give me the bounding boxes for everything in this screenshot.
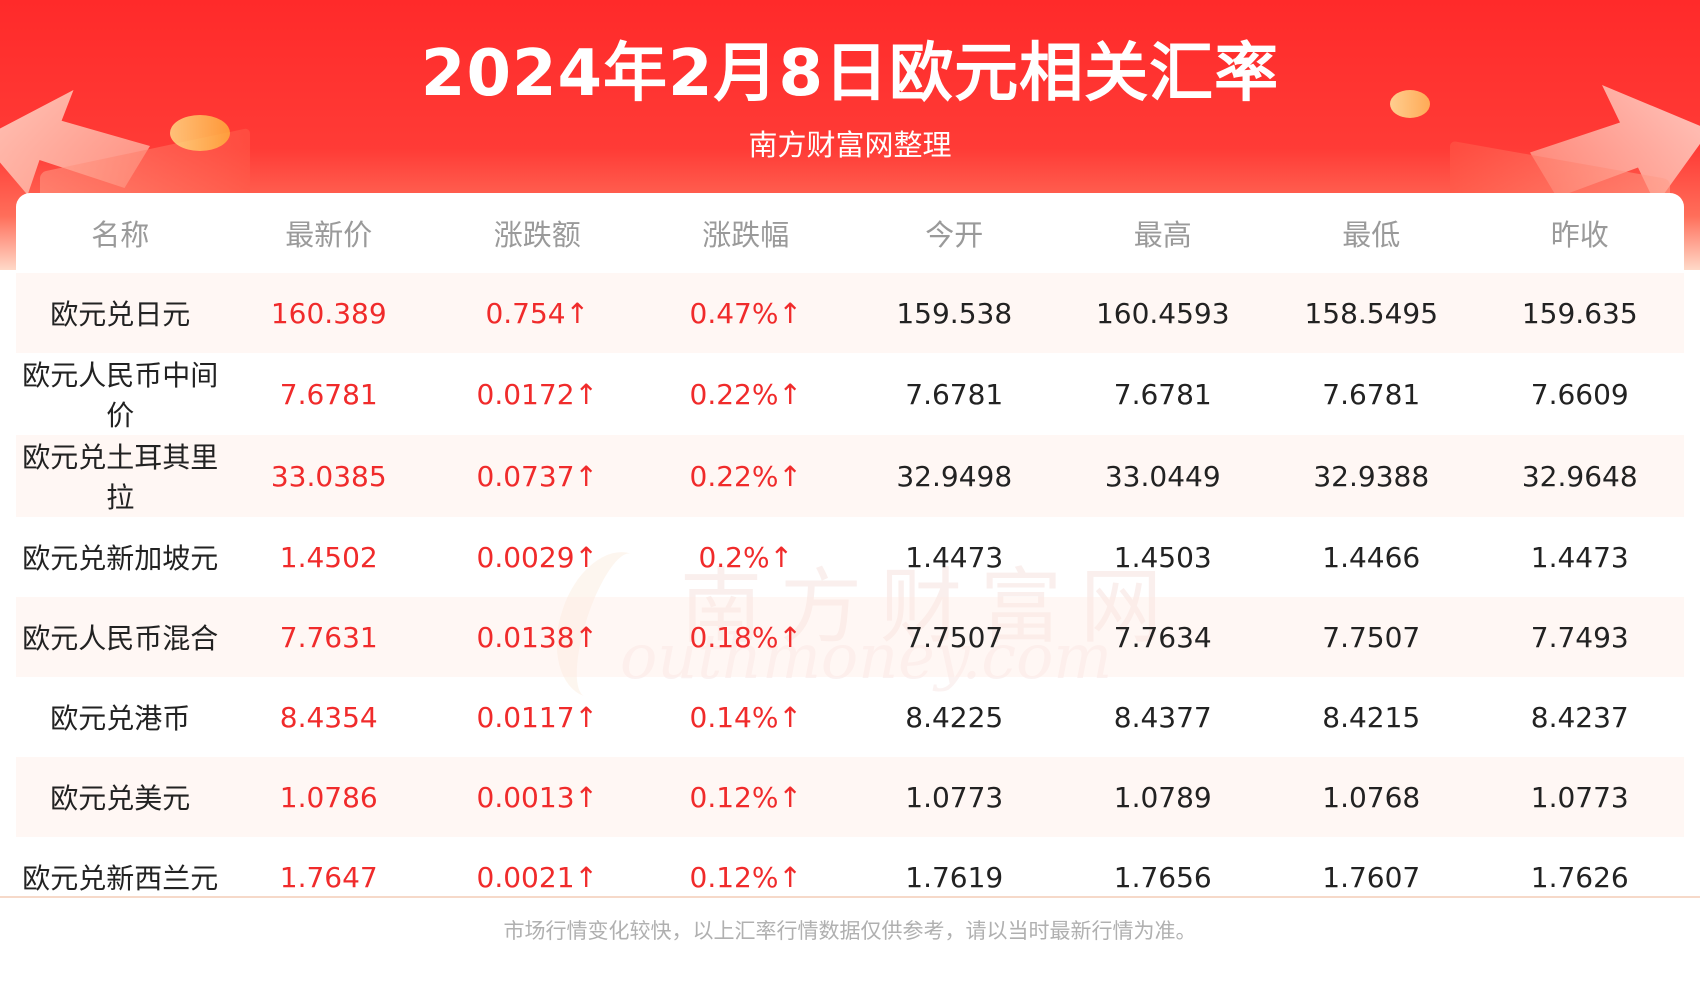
table-row: 欧元兑新加坡元 1.4502 0.0029↑ 0.2%↑ 1.4473 1.45… <box>16 517 1684 597</box>
cell-high: 8.4377 <box>1058 677 1267 757</box>
cell-high: 1.0789 <box>1058 757 1267 837</box>
table-row: 欧元兑新西兰元 1.7647 0.0021↑ 0.12%↑ 1.7619 1.7… <box>16 837 1684 917</box>
disclaimer-text: 市场行情变化较快，以上汇率行情数据仅供参考，请以当时最新行情为准。 <box>503 919 1197 943</box>
footer-divider <box>0 896 1700 898</box>
column-header-low: 最低 <box>1342 218 1401 252</box>
cell-latest: 160.389 <box>224 273 433 353</box>
cell-prev-close: 1.7626 <box>1475 837 1684 917</box>
cell-change-pct: 0.14%↑ <box>641 677 850 757</box>
cell-prev-close: 159.635 <box>1475 273 1684 353</box>
cell-prev-close: 7.6609 <box>1475 353 1684 435</box>
cell-name: 欧元人民币中间价 <box>16 353 225 435</box>
cell-change: 0.0021↑ <box>433 837 642 917</box>
column-header-change: 涨跌额 <box>493 218 581 252</box>
column-header-prev-close: 昨收 <box>1550 218 1609 252</box>
cell-low: 1.0768 <box>1267 757 1476 837</box>
cell-prev-close: 8.4237 <box>1475 677 1684 757</box>
cell-prev-close: 32.9648 <box>1475 435 1684 517</box>
cell-prev-close: 1.0773 <box>1475 757 1684 837</box>
page-title: 2024年2月8日欧元相关汇率 <box>420 37 1280 111</box>
column-header-change-pct: 涨跌幅 <box>702 218 790 252</box>
cell-name: 欧元兑新加坡元 <box>16 517 225 597</box>
page-subtitle: 南方财富网整理 <box>748 128 952 162</box>
column-header-name: 名称 <box>91 218 150 252</box>
cell-prev-close: 1.4473 <box>1475 517 1684 597</box>
cell-change: 0.754↑ <box>433 273 642 353</box>
table-row: 欧元兑日元 160.389 0.754↑ 0.47%↑ 159.538 160.… <box>16 273 1684 353</box>
cell-high: 1.7656 <box>1058 837 1267 917</box>
cell-low: 7.6781 <box>1267 353 1476 435</box>
cell-latest: 33.0385 <box>224 435 433 517</box>
cell-name: 欧元兑新西兰元 <box>16 837 225 917</box>
cell-change-pct: 0.12%↑ <box>641 837 850 917</box>
cell-open: 159.538 <box>850 273 1059 353</box>
cell-change-pct: 0.18%↑ <box>641 597 850 677</box>
table-row: 欧元兑美元 1.0786 0.0013↑ 0.12%↑ 1.0773 1.078… <box>16 757 1684 837</box>
coin-decoration-icon <box>1390 90 1430 118</box>
cell-latest: 1.7647 <box>224 837 433 917</box>
cell-latest: 1.0786 <box>224 757 433 837</box>
cell-open: 1.0773 <box>850 757 1059 837</box>
cell-latest: 7.6781 <box>224 353 433 435</box>
cell-low: 7.7507 <box>1267 597 1476 677</box>
cell-change: 0.0117↑ <box>433 677 642 757</box>
cell-change-pct: 0.12%↑ <box>641 757 850 837</box>
cell-latest: 7.7631 <box>224 597 433 677</box>
cell-prev-close: 7.7493 <box>1475 597 1684 677</box>
cell-latest: 8.4354 <box>224 677 433 757</box>
cell-open: 32.9498 <box>850 435 1059 517</box>
cell-change-pct: 0.22%↑ <box>641 353 850 435</box>
cell-change-pct: 0.2%↑ <box>641 517 850 597</box>
cell-change: 0.0172↑ <box>433 353 642 435</box>
cell-change: 0.0029↑ <box>433 517 642 597</box>
cell-open: 7.7507 <box>850 597 1059 677</box>
cell-low: 158.5495 <box>1267 273 1476 353</box>
cell-latest: 1.4502 <box>224 517 433 597</box>
coin-decoration-icon <box>170 115 230 151</box>
cell-high: 7.7634 <box>1058 597 1267 677</box>
cell-high: 7.6781 <box>1058 353 1267 435</box>
table-row: 欧元兑港币 8.4354 0.0117↑ 0.14%↑ 8.4225 8.437… <box>16 677 1684 757</box>
column-header-open: 今开 <box>925 218 984 252</box>
cell-low: 1.4466 <box>1267 517 1476 597</box>
cell-name: 欧元兑美元 <box>16 757 225 837</box>
cell-high: 160.4593 <box>1058 273 1267 353</box>
cell-name: 欧元兑土耳其里拉 <box>16 435 225 517</box>
table-header-row: 名称 最新价 涨跌额 涨跌幅 今开 最高 最低 昨收 <box>16 193 1684 273</box>
cell-name: 欧元兑日元 <box>16 273 225 353</box>
cell-high: 1.4503 <box>1058 517 1267 597</box>
cell-high: 33.0449 <box>1058 435 1267 517</box>
cell-open: 8.4225 <box>850 677 1059 757</box>
table-row: 欧元兑土耳其里拉 33.0385 0.0737↑ 0.22%↑ 32.9498 … <box>16 435 1684 517</box>
cell-open: 7.6781 <box>850 353 1059 435</box>
cell-change-pct: 0.22%↑ <box>641 435 850 517</box>
cell-open: 1.4473 <box>850 517 1059 597</box>
cell-change: 0.0138↑ <box>433 597 642 677</box>
table-row: 欧元人民币中间价 7.6781 0.0172↑ 0.22%↑ 7.6781 7.… <box>16 353 1684 435</box>
cell-low: 1.7607 <box>1267 837 1476 917</box>
cell-open: 1.7619 <box>850 837 1059 917</box>
exchange-rate-table: 名称 最新价 涨跌额 涨跌幅 今开 最高 最低 昨收 欧元兑日元 160.389… <box>16 193 1684 917</box>
cell-name: 欧元人民币混合 <box>16 597 225 677</box>
column-header-latest: 最新价 <box>285 218 373 252</box>
cell-change-pct: 0.47%↑ <box>641 273 850 353</box>
cell-low: 8.4215 <box>1267 677 1476 757</box>
cell-change: 0.0737↑ <box>433 435 642 517</box>
cell-low: 32.9388 <box>1267 435 1476 517</box>
cell-name: 欧元兑港币 <box>16 677 225 757</box>
column-header-high: 最高 <box>1133 218 1192 252</box>
cell-change: 0.0013↑ <box>433 757 642 837</box>
table-row: 欧元人民币混合 7.7631 0.0138↑ 0.18%↑ 7.7507 7.7… <box>16 597 1684 677</box>
